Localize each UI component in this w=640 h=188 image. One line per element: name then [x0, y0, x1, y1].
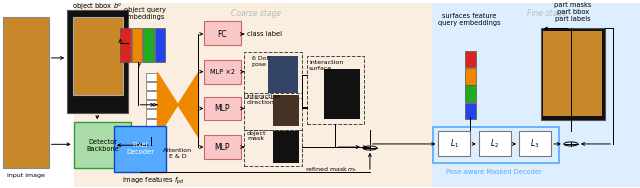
FancyBboxPatch shape [120, 29, 131, 62]
FancyBboxPatch shape [479, 131, 511, 156]
Text: surfaces feature
query embeddings: surfaces feature query embeddings [438, 13, 500, 26]
FancyBboxPatch shape [146, 128, 157, 136]
FancyBboxPatch shape [204, 135, 241, 159]
Text: Detector
Backbone: Detector Backbone [86, 139, 119, 152]
FancyBboxPatch shape [268, 56, 298, 93]
FancyBboxPatch shape [143, 29, 154, 62]
FancyBboxPatch shape [132, 29, 142, 62]
FancyBboxPatch shape [114, 126, 166, 172]
FancyBboxPatch shape [204, 60, 241, 84]
Text: class label: class label [247, 31, 282, 37]
FancyBboxPatch shape [432, 3, 640, 187]
Text: object bbox $b^o$: object bbox $b^o$ [72, 2, 122, 13]
Text: interaction
surface: interaction surface [309, 60, 344, 71]
Text: refined mask $m_r$: refined mask $m_r$ [305, 166, 358, 174]
Text: MLP ×2: MLP ×2 [209, 69, 235, 75]
Text: Pose-aware Masked Decoder: Pose-aware Masked Decoder [446, 169, 542, 175]
FancyBboxPatch shape [155, 29, 165, 62]
Text: FC: FC [217, 30, 227, 39]
FancyBboxPatch shape [74, 122, 131, 168]
Text: 6 DoF
pose: 6 DoF pose [252, 56, 270, 67]
FancyBboxPatch shape [146, 73, 157, 81]
FancyBboxPatch shape [146, 119, 157, 127]
Text: input image: input image [6, 173, 45, 178]
FancyBboxPatch shape [74, 3, 432, 187]
FancyBboxPatch shape [541, 29, 605, 120]
Text: $L_2$: $L_2$ [490, 138, 499, 150]
FancyBboxPatch shape [465, 68, 476, 85]
Text: Attention
E & D: Attention E & D [163, 148, 193, 159]
FancyBboxPatch shape [438, 131, 470, 156]
Polygon shape [178, 73, 198, 137]
Text: MLP: MLP [214, 143, 230, 152]
FancyBboxPatch shape [465, 103, 476, 120]
FancyBboxPatch shape [146, 82, 157, 90]
Text: MLP: MLP [214, 104, 230, 113]
Text: Fine stage: Fine stage [527, 9, 567, 18]
FancyBboxPatch shape [204, 96, 241, 120]
FancyBboxPatch shape [146, 100, 157, 108]
Text: part masks
part bbox
part labels: part masks part bbox part labels [554, 2, 591, 22]
FancyBboxPatch shape [146, 91, 157, 99]
FancyBboxPatch shape [67, 10, 128, 113]
FancyBboxPatch shape [543, 31, 602, 116]
Text: object
mask: object mask [247, 131, 266, 141]
FancyBboxPatch shape [465, 51, 476, 67]
FancyBboxPatch shape [324, 69, 360, 119]
FancyBboxPatch shape [519, 131, 551, 156]
Text: $f$: $f$ [137, 61, 142, 70]
Text: $L_3$: $L_3$ [531, 138, 540, 150]
Text: Coarse stage: Coarse stage [231, 9, 281, 18]
FancyBboxPatch shape [273, 131, 299, 163]
FancyBboxPatch shape [3, 17, 49, 168]
Text: interaction
direction: interaction direction [246, 94, 281, 105]
Text: $L_1$: $L_1$ [450, 138, 459, 150]
Text: Pixel
Decoder: Pixel Decoder [126, 142, 154, 155]
FancyBboxPatch shape [204, 21, 241, 45]
Text: image features $f_{pd}$: image features $f_{pd}$ [122, 175, 185, 187]
Text: object query
embeddings: object query embeddings [124, 7, 166, 20]
FancyBboxPatch shape [146, 109, 157, 118]
FancyBboxPatch shape [465, 86, 476, 102]
FancyBboxPatch shape [273, 95, 299, 126]
FancyBboxPatch shape [73, 17, 123, 95]
Polygon shape [157, 73, 178, 137]
